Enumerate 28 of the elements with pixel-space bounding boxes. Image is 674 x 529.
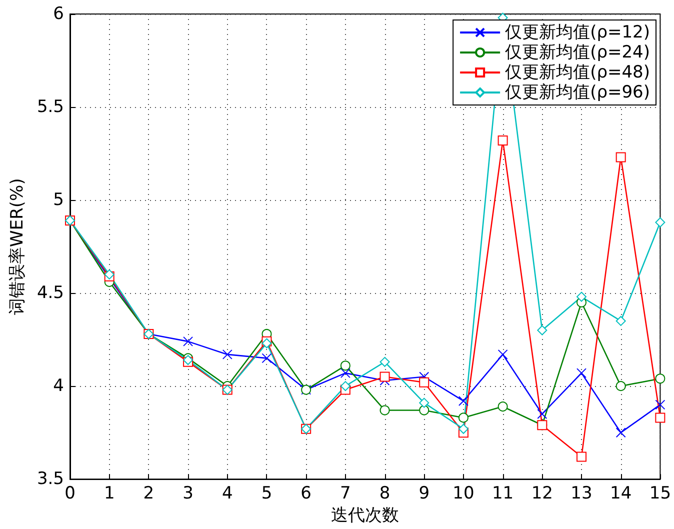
x-tick-label: 10 [452, 484, 474, 504]
legend-label: 仅更新均值(ρ=48) [505, 62, 650, 82]
legend-label: 仅更新均值(ρ=96) [505, 82, 650, 102]
y-axis-title: 词错误率WER(%) [8, 178, 28, 315]
y-tick-label: 4 [53, 376, 64, 396]
legend-label: 仅更新均值(ρ=24) [505, 42, 650, 62]
x-tick-label: 0 [64, 484, 76, 504]
x-tick-label: 12 [531, 484, 553, 504]
y-tick-label: 3.5 [36, 469, 64, 490]
y-tick-label: 6 [53, 4, 64, 24]
x-tick-label: 13 [570, 484, 592, 504]
x-tick-label: 5 [261, 484, 272, 504]
x-tick-label: 1 [104, 484, 115, 504]
x-tick-label: 6 [300, 484, 312, 504]
y-tick-label: 5.5 [36, 97, 64, 118]
y-tick-label: 4.5 [36, 283, 64, 304]
x-tick-label: 9 [418, 484, 430, 504]
y-tick-label: 5 [53, 190, 64, 210]
x-tick-label: 14 [610, 484, 632, 504]
x-tick-label: 3 [182, 484, 194, 504]
x-tick-label: 11 [492, 484, 514, 504]
x-axis-title: 迭代次数 [331, 506, 400, 526]
x-tick-label: 8 [379, 484, 390, 504]
x-tick-label: 15 [649, 484, 672, 504]
x-tick-label: 7 [340, 484, 351, 504]
legend-label: 仅更新均值(ρ=12) [505, 22, 650, 42]
x-tick-label: 2 [143, 484, 154, 504]
x-tick-label: 4 [222, 484, 233, 504]
